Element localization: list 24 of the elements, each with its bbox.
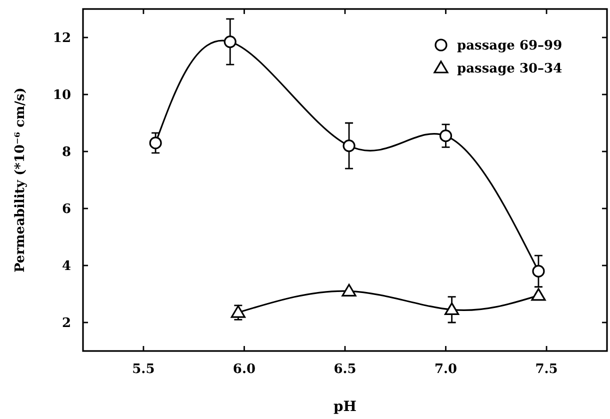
x-tick-label: 6.5 <box>334 362 356 377</box>
y-tick-label: 4 <box>62 259 71 274</box>
point <box>532 264 545 278</box>
y-tick-label: 12 <box>52 31 71 46</box>
point <box>342 284 356 296</box>
point <box>444 302 460 315</box>
y-tick-label: 8 <box>62 145 71 160</box>
x-tick-label: 5.5 <box>132 362 155 377</box>
point <box>342 140 356 152</box>
y-tick-label: 6 <box>62 202 71 218</box>
legend-label: passage 30–34 <box>457 62 562 77</box>
y-tick-label: 2 <box>62 316 71 332</box>
x-axis-title: pH <box>333 399 357 415</box>
y-tick-label: 10 <box>52 88 71 104</box>
y-axis-title: Permeability (*10⁻⁶ cm/s) <box>13 88 28 272</box>
point <box>230 305 246 318</box>
x-tick-label: 6.0 <box>232 362 256 377</box>
point <box>224 35 236 48</box>
x-tick-label: 7.0 <box>434 362 458 377</box>
point <box>439 130 452 142</box>
point <box>531 288 546 301</box>
point <box>149 136 162 150</box>
x-tick-label: 7.5 <box>535 362 558 377</box>
legend-label: passage 69–99 <box>457 38 562 54</box>
